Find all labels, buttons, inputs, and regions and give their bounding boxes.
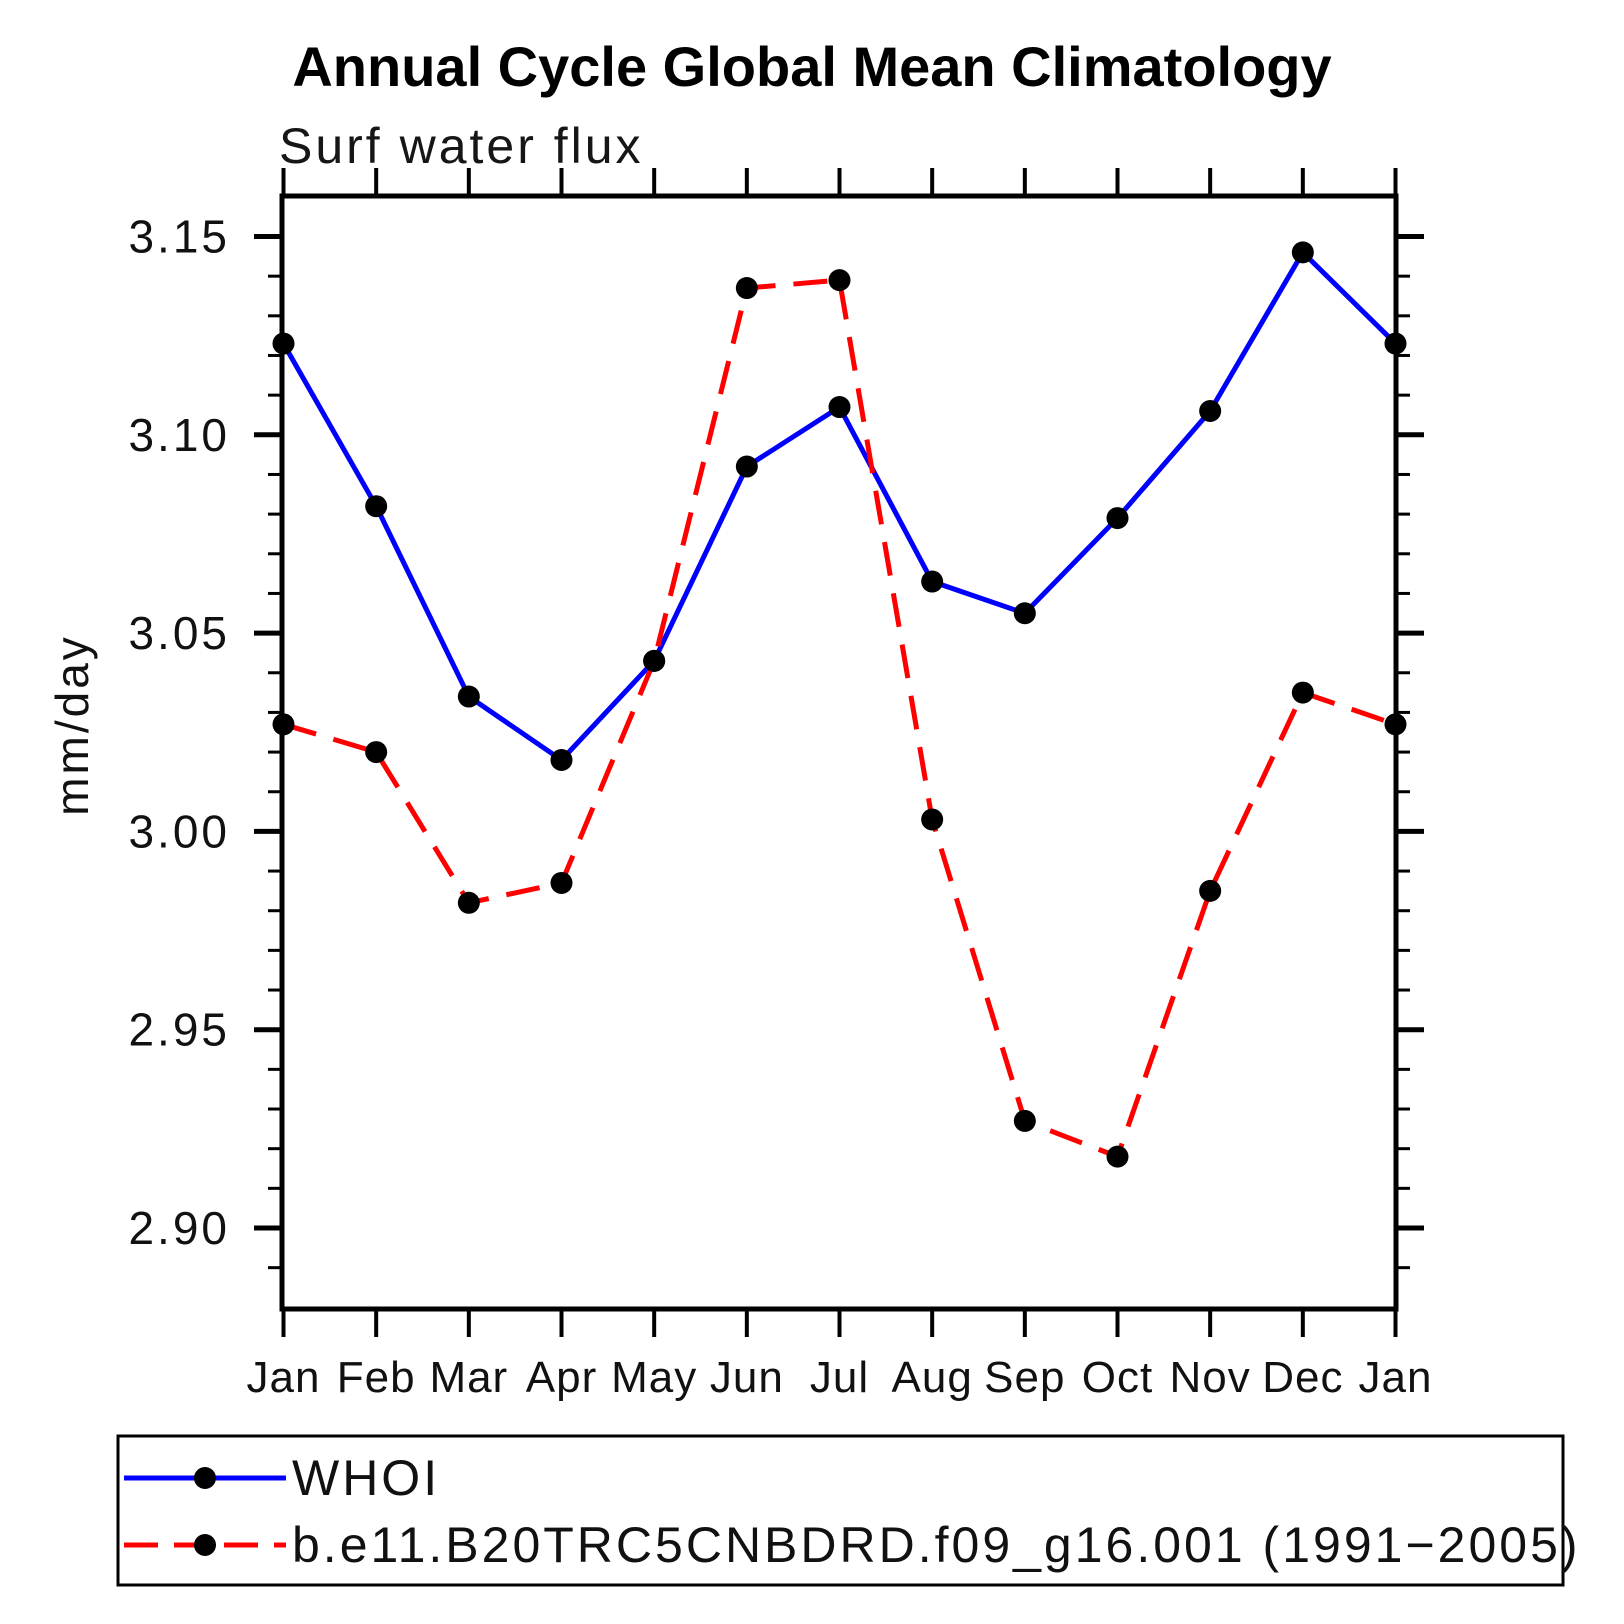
x-tick-label: Jan (247, 1353, 321, 1402)
data-point (735, 455, 758, 478)
x-tick-label: Jul (810, 1353, 869, 1402)
x-tick-label: Oct (1082, 1353, 1153, 1402)
legend-label: b.e11.B20TRC5CNBDRD.f09_g16.001 (1991−20… (292, 1517, 1581, 1573)
x-tick-label: Jan (1359, 1353, 1433, 1402)
x-tick-label: Dec (1262, 1353, 1343, 1402)
legend-marker (194, 1467, 216, 1489)
data-point (1384, 332, 1407, 355)
y-tick-label: 3.05 (128, 607, 230, 659)
data-point (272, 332, 295, 355)
legend-label: WHOI (292, 1450, 440, 1506)
x-tick-label: Feb (337, 1353, 416, 1402)
x-tick-label: Jun (710, 1353, 784, 1402)
x-tick-label: Mar (429, 1353, 508, 1402)
data-point (1291, 241, 1314, 264)
data-point (828, 396, 851, 419)
x-tick-label: Sep (984, 1353, 1065, 1402)
data-point (735, 277, 758, 300)
plot-border (279, 193, 1399, 1312)
y-tick-label: 3.00 (128, 805, 230, 857)
data-point (365, 495, 388, 518)
data-point (1106, 1145, 1129, 1168)
y-axis-title: mm/day (46, 634, 98, 816)
data-point (828, 269, 851, 292)
data-point (1199, 879, 1222, 902)
data-point (550, 749, 573, 772)
chart-title: Annual Cycle Global Mean Climatology (292, 35, 1331, 98)
legend-marker (194, 1534, 216, 1556)
data-point (921, 808, 944, 831)
data-point (1384, 713, 1407, 736)
y-tick-label: 3.10 (128, 409, 230, 461)
series-line-0 (281, 248, 1398, 764)
x-tick-label: May (611, 1353, 697, 1402)
data-point (1291, 681, 1314, 704)
data-point (365, 741, 388, 764)
plot-area: 3.15 3.10 3.05 3.00 2.95 2.90 Jan Feb Mar Apr May J… (128, 168, 1433, 1402)
y-tick-label: 3.15 (128, 211, 230, 263)
data-point (550, 871, 573, 894)
data-point (643, 649, 666, 672)
data-point (1106, 507, 1129, 530)
legend: WHOI b.e11.B20TRC5CNBDRD.f09_g16.001 (199… (116, 1434, 1581, 1587)
data-point (457, 891, 480, 914)
data-point (272, 713, 295, 736)
data-point (1013, 1109, 1036, 1132)
data-point (1013, 602, 1036, 625)
y-tick-label: 2.95 (128, 1004, 230, 1056)
chart-subtitle: Surf water flux (279, 118, 644, 174)
legend-box (116, 1434, 1565, 1587)
y-tick-label: 2.90 (128, 1202, 230, 1254)
data-point (921, 570, 944, 593)
data-point (1199, 400, 1222, 423)
data-point (457, 685, 480, 708)
x-tick-label: Apr (526, 1353, 597, 1402)
x-tick-label: Nov (1170, 1353, 1251, 1402)
x-tick-label: Aug (892, 1353, 973, 1402)
